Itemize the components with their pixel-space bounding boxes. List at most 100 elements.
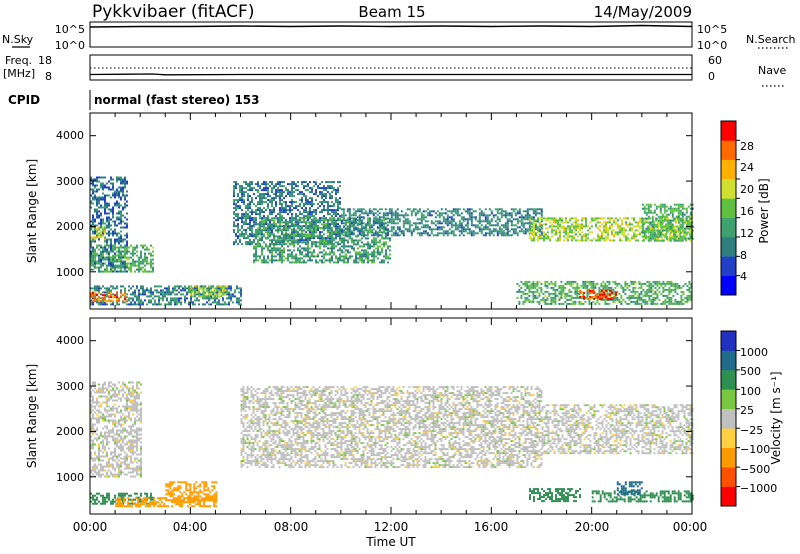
- data-cell: [349, 255, 351, 258]
- data-cell: [283, 211, 285, 214]
- data-cell: [110, 238, 112, 241]
- data-cell: [237, 193, 239, 196]
- data-cell: [249, 233, 251, 236]
- data-cell: [267, 189, 269, 192]
- data-cell: [372, 220, 375, 223]
- data-cell: [293, 239, 295, 242]
- data-cell: [96, 298, 98, 301]
- data-cell: [92, 238, 94, 241]
- data-cell: [295, 189, 297, 192]
- data-cell: [275, 251, 277, 254]
- data-cell: [92, 192, 94, 195]
- data-cell: [293, 225, 295, 228]
- data-cell: [255, 255, 257, 258]
- data-cell: [640, 290, 643, 293]
- data-cell: [496, 218, 499, 221]
- data-cell: [454, 210, 457, 213]
- data-cell: [532, 284, 535, 287]
- data-cell: [309, 223, 311, 226]
- data-cell: [541, 225, 543, 228]
- data-cell: [311, 245, 313, 248]
- data-cell: [333, 219, 335, 222]
- data-cell: [150, 264, 152, 267]
- data-cell: [333, 237, 335, 240]
- data-cell: [402, 216, 405, 219]
- data-cell: [452, 232, 455, 235]
- data-cell: [303, 181, 305, 184]
- data-cell: [241, 187, 243, 190]
- data-cell: [534, 212, 537, 215]
- data-cell: [92, 252, 94, 255]
- data-cell: [90, 287, 92, 290]
- data-cell: [430, 214, 433, 217]
- data-cell: [235, 209, 237, 212]
- data-cell: [369, 229, 371, 232]
- data-cell: [245, 181, 247, 184]
- data-cell: [134, 246, 136, 249]
- data-cell: [126, 242, 128, 245]
- data-cell: [130, 264, 132, 267]
- data-cell: [285, 243, 287, 246]
- data-cell: [526, 210, 529, 213]
- data-cell: [245, 217, 247, 220]
- data-cell: [251, 213, 253, 216]
- data-cell: [676, 302, 679, 305]
- data-cell: [617, 223, 619, 226]
- data-cell: [311, 203, 313, 206]
- data-cell: [576, 282, 579, 285]
- data-cell: [532, 216, 535, 219]
- data-cell: [414, 208, 417, 211]
- data-cell: [339, 185, 341, 188]
- data-cell: [480, 214, 483, 217]
- data-cell: [543, 231, 545, 234]
- data-cell: [356, 216, 359, 219]
- data-cell: [410, 224, 413, 227]
- data-cell: [261, 223, 263, 226]
- data-cell: [648, 284, 651, 287]
- data-cell: [112, 206, 114, 209]
- data-cell: [426, 212, 429, 215]
- data-cell: [638, 280, 641, 283]
- data-cell: [460, 218, 463, 221]
- data-cell: [607, 233, 609, 236]
- data-cell: [658, 298, 661, 301]
- data-cell: [116, 234, 118, 237]
- data-cell: [321, 209, 323, 212]
- data-cell: [281, 203, 283, 206]
- data-cell: [599, 239, 601, 242]
- data-cell: [329, 259, 331, 262]
- data-cell: [253, 253, 255, 256]
- data-cell: [206, 297, 208, 300]
- data-cell: [132, 250, 134, 253]
- data-cell: [90, 301, 92, 304]
- data-cell: [586, 292, 589, 295]
- data-cell: [605, 223, 607, 226]
- data-cell: [522, 282, 525, 285]
- data-cell: [369, 253, 371, 256]
- data-cell: [184, 289, 186, 292]
- data-cell: [386, 214, 389, 217]
- data-cell: [573, 235, 575, 238]
- data-cell: [307, 227, 309, 230]
- data-cell: [642, 298, 645, 301]
- data-cell: [680, 302, 683, 305]
- data-cell: [140, 254, 142, 257]
- data-cell: [293, 223, 295, 226]
- data-cell: [588, 280, 591, 283]
- data-cell: [369, 227, 371, 230]
- data-cell: [235, 187, 237, 190]
- data-cell: [502, 214, 505, 217]
- data-cell: [112, 248, 114, 251]
- data-cell: [120, 198, 122, 201]
- data-cell: [150, 293, 152, 296]
- data-cell: [273, 219, 275, 222]
- data-cell: [359, 245, 361, 248]
- data-cell: [108, 188, 110, 191]
- data-cell: [279, 227, 281, 230]
- data-cell: [226, 287, 228, 290]
- data-cell: [118, 250, 120, 253]
- data-cell: [138, 264, 140, 267]
- data-cell: [108, 292, 110, 295]
- data-cell: [102, 250, 104, 253]
- data-cell: [385, 243, 387, 246]
